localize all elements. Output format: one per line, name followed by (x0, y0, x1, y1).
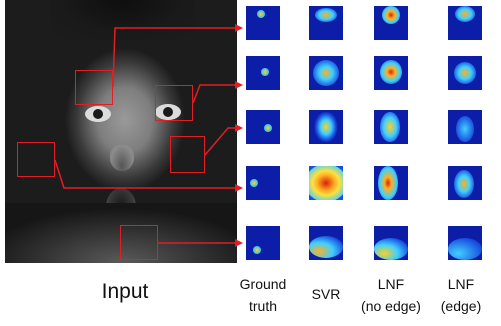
column-label-line2: truth (248, 298, 277, 314)
patch-lnf-no-edge-row-5 (374, 226, 408, 260)
patch-svr-row-4 (309, 166, 343, 200)
patch-svr-row-3 (309, 110, 343, 144)
patch-svr-row-1 (309, 6, 343, 40)
roi-box-forehead (75, 70, 113, 105)
nose (110, 145, 134, 171)
patch-ground-truth-row-3 (246, 110, 280, 144)
patch-lnf-no-edge-row-4 (374, 166, 408, 200)
column-label-svr: SVR (302, 286, 350, 303)
patch-lnf-no-edge-row-1 (374, 6, 408, 40)
patch-lnf-edge-row-1 (448, 6, 482, 40)
patch-svr-row-5 (309, 226, 343, 260)
patch-lnf-no-edge-row-2 (374, 56, 408, 90)
roi-box-chin (120, 225, 158, 260)
right-eye (155, 104, 181, 120)
patch-lnf-edge-row-2 (448, 56, 482, 90)
column-label-line1: Ground (239, 276, 287, 292)
roi-box-left-cheek (17, 142, 55, 177)
shoulders (5, 203, 237, 263)
input-label: Input (101, 280, 149, 303)
column-label-line1: LNF (447, 276, 475, 292)
column-label-line1: LNF (377, 276, 405, 292)
connector-row-1 (112, 24, 243, 88)
connector-row-3 (204, 124, 243, 156)
patch-lnf-edge-row-5 (448, 226, 482, 260)
roi-box-right-eye (155, 85, 193, 121)
connector-row-2 (192, 81, 243, 104)
patch-ground-truth-row-2 (246, 56, 280, 90)
patch-ground-truth-row-4 (246, 166, 280, 200)
input-face-photo (5, 0, 237, 263)
patch-ground-truth-row-1 (246, 6, 280, 40)
left-eye (85, 106, 111, 122)
column-label-line2: (no edge) (361, 298, 421, 314)
hair-region (50, 0, 195, 40)
connector-row-4 (54, 159, 243, 192)
column-label-lnf-edge: LNF (edge) (428, 276, 494, 315)
patch-svr-row-2 (309, 56, 343, 90)
patch-lnf-edge-row-3 (448, 110, 482, 144)
column-label-line1: SVR (311, 286, 341, 302)
patch-lnf-edge-row-4 (448, 166, 482, 200)
column-label-line2: (edge) (440, 298, 482, 314)
patch-lnf-no-edge-row-3 (374, 110, 408, 144)
column-label-ground-truth: Ground truth (232, 276, 294, 315)
column-label-lnf-no-edge: LNF (no edge) (355, 276, 427, 315)
patch-ground-truth-row-5 (246, 226, 280, 260)
